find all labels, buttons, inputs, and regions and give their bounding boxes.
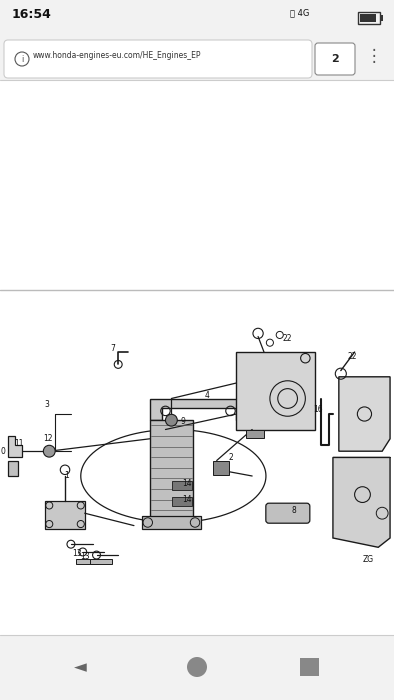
Text: ⋮: ⋮ bbox=[366, 47, 382, 65]
Text: 2: 2 bbox=[331, 54, 339, 64]
Bar bbox=[0, 600, 394, 660]
Bar bbox=[360, 14, 376, 22]
Bar bbox=[45, 500, 85, 528]
Bar bbox=[172, 497, 192, 506]
Bar bbox=[0, 290, 394, 600]
Bar bbox=[269, 506, 307, 520]
Text: 📶 4G: 📶 4G bbox=[290, 8, 309, 17]
Bar bbox=[236, 352, 315, 430]
Circle shape bbox=[165, 414, 177, 426]
Text: 16: 16 bbox=[314, 405, 323, 414]
Text: www.honda-engines-eu.com/HE_Engines_EP: www.honda-engines-eu.com/HE_Engines_EP bbox=[33, 52, 201, 60]
Polygon shape bbox=[8, 435, 22, 457]
Circle shape bbox=[43, 445, 55, 457]
Text: 12: 12 bbox=[43, 434, 53, 443]
Text: i: i bbox=[21, 55, 23, 64]
Bar bbox=[172, 482, 192, 490]
Bar bbox=[150, 420, 193, 522]
Bar bbox=[246, 430, 264, 438]
Text: 2: 2 bbox=[228, 453, 233, 462]
Bar bbox=[0, 40, 394, 80]
FancyBboxPatch shape bbox=[266, 503, 310, 523]
Bar bbox=[213, 461, 229, 475]
Text: ZG: ZG bbox=[363, 555, 374, 564]
Text: 9: 9 bbox=[181, 417, 186, 426]
Text: 22: 22 bbox=[283, 334, 292, 342]
Bar bbox=[0, 635, 394, 700]
Bar bbox=[89, 559, 112, 564]
Polygon shape bbox=[8, 461, 18, 476]
Polygon shape bbox=[333, 457, 390, 547]
Circle shape bbox=[187, 657, 207, 677]
Bar bbox=[76, 559, 98, 564]
Text: 14: 14 bbox=[182, 480, 192, 489]
Text: 0: 0 bbox=[1, 447, 6, 456]
Polygon shape bbox=[142, 517, 201, 528]
Bar bbox=[0, 0, 394, 40]
Text: 4: 4 bbox=[204, 391, 209, 400]
Polygon shape bbox=[339, 377, 390, 452]
Text: 14: 14 bbox=[182, 495, 192, 504]
Text: 11: 11 bbox=[14, 439, 24, 448]
Text: 16:54: 16:54 bbox=[12, 8, 52, 21]
Text: 8: 8 bbox=[291, 505, 296, 514]
Text: 1: 1 bbox=[64, 472, 69, 480]
FancyBboxPatch shape bbox=[4, 40, 312, 78]
Polygon shape bbox=[150, 398, 248, 420]
Text: 13: 13 bbox=[72, 549, 82, 558]
Bar bbox=[380, 15, 383, 21]
Text: ◄: ◄ bbox=[74, 658, 86, 676]
Text: 3: 3 bbox=[45, 400, 50, 410]
Text: 7: 7 bbox=[110, 344, 115, 354]
Bar bbox=[0, 80, 394, 290]
FancyBboxPatch shape bbox=[315, 43, 355, 75]
Text: 13: 13 bbox=[80, 552, 89, 561]
Text: 22: 22 bbox=[348, 352, 357, 361]
Bar bbox=[300, 658, 319, 676]
Bar bbox=[358, 12, 380, 24]
